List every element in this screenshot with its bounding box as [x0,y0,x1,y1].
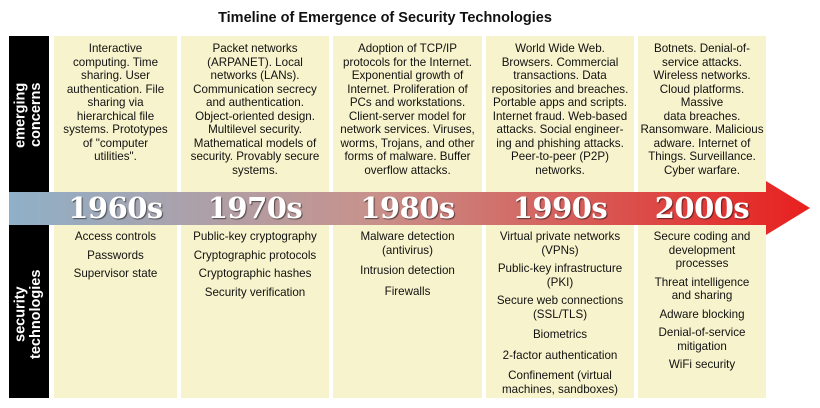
technology-item: Threat intelligence and sharing [654,275,750,303]
technology-item: Public-key infrastructure (PKI) [497,262,623,289]
technology-item: Intrusion detection [360,264,455,277]
technology-item: Cryptographic hashes [198,267,312,280]
technology-item: Confinement (virtual machines, sandboxes… [502,369,618,396]
concerns-1970s: Packet networks (ARPANET). Local network… [190,42,320,177]
technology-item: 2-factor authentication [502,348,618,362]
technology-item: Access controls [74,230,157,243]
technology-item: Supervisor state [73,267,158,280]
technology-item: Public-key cryptography [193,230,317,243]
technology-item: Security verification [204,285,306,299]
technology-item: Virtual private networks (VPNs) [499,230,621,257]
technologies-1970s: Public-key cryptography Cryptographic pr… [181,230,329,299]
technologies-2000s: Secure coding and development processes … [638,230,766,372]
technologies-1990s: Virtual private networks (VPNs) Public-k… [486,230,634,396]
decade-1960s: 1960s [68,191,163,225]
decade-2000s: 2000s [654,191,750,225]
diagram-title: Timeline of Emergence of Security Techno… [218,10,552,26]
concerns-1990s: World Wide Web. Browsers. Commercial tra… [491,42,629,177]
technologies-1960s: Access controls Passwords Supervisor sta… [54,230,177,281]
decade-1980s: 1980s [360,191,455,225]
technology-item: Firewalls [384,284,431,298]
concerns-1960s: Interactive computing. Time sharing. Use… [63,42,168,163]
decade-1970s: 1970s [207,191,303,225]
technology-item: Malware detection (antivirus) [360,230,455,257]
technology-item: WiFi security [668,358,736,371]
concerns-2000s: Botnets. Denial-of- service attacks. Wir… [640,42,764,177]
technology-item: Biometrics [532,328,588,341]
technology-item: Denial-of-service mitigation [658,326,746,353]
technologies-1980s: Malware detection (antivirus) Intrusion … [333,230,482,298]
technology-item: Secure web connections (SSL/TLS) [496,294,624,321]
decade-1990s: 1990s [512,191,608,225]
technology-item: Passwords [87,248,144,262]
technology-item: Cryptographic protocols [193,248,317,262]
technology-item: Adware blocking [659,307,745,321]
technology-item: Secure coding and development processes [653,230,751,270]
concerns-1980s: Adoption of TCP/IP protocols for the Int… [340,42,475,177]
